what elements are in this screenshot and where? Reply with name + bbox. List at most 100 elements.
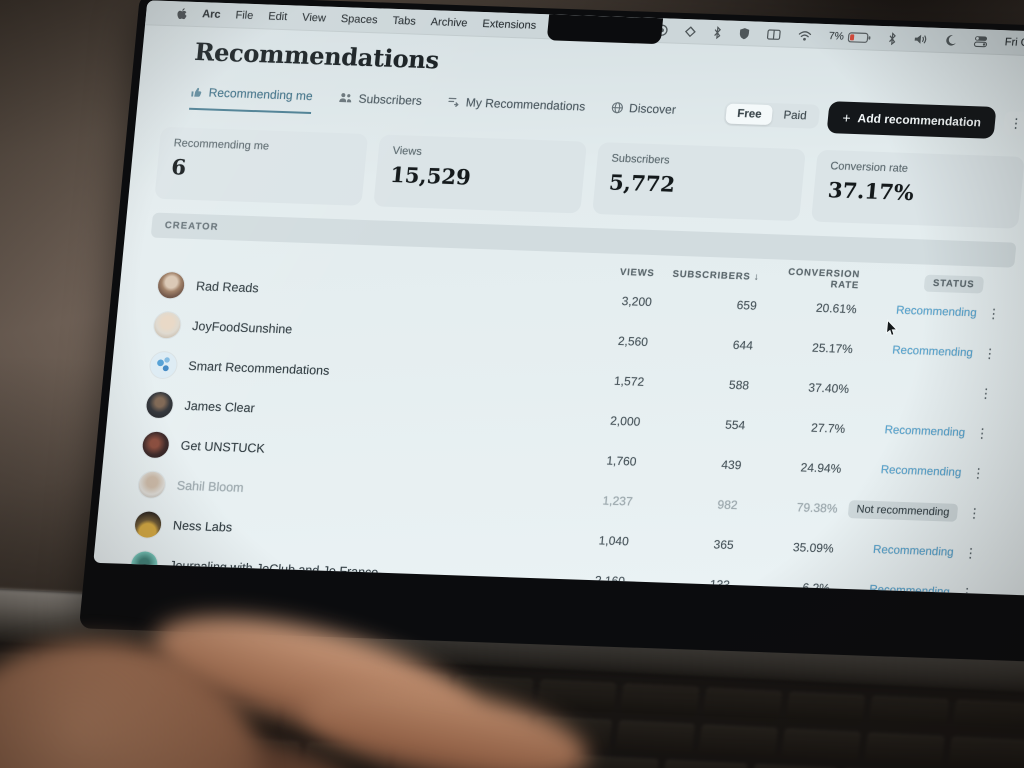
menubar-item-view[interactable]: View	[301, 11, 327, 25]
volume-icon[interactable]	[913, 33, 928, 45]
creator-name[interactable]: Ness Labs	[172, 518, 233, 535]
keyboard-key	[781, 728, 862, 763]
status-label: Recommending	[891, 344, 974, 360]
keyboard-key	[37, 655, 118, 689]
keyboard-key	[698, 724, 779, 758]
split-view-icon[interactable]	[766, 28, 781, 40]
menubar-item-file[interactable]: File	[234, 9, 254, 22]
keyboard-key	[615, 720, 696, 754]
thumbs-up-icon	[191, 87, 202, 97]
moon-icon[interactable]	[944, 34, 957, 46]
add-recommendation-button[interactable]: + Add recommendation	[826, 101, 997, 139]
avatar	[137, 471, 167, 499]
keyboard-key	[370, 671, 451, 705]
column-status[interactable]: STATUS	[923, 274, 985, 294]
battery-indicator[interactable]: 7%	[828, 30, 871, 43]
column-subscribers[interactable]: SUBSCRIBERS ↓	[672, 268, 761, 283]
creator-name[interactable]: JoyFoodSunshine	[191, 319, 293, 337]
keyboard-key	[864, 732, 945, 767]
stat-card-subscribers: Subscribers 5,772	[592, 142, 806, 222]
list-icon	[448, 97, 460, 107]
keyboard-key	[662, 759, 749, 768]
keyboard-key	[702, 687, 783, 722]
status-badge: Not recommending	[847, 500, 959, 522]
creator-name[interactable]: Rad Reads	[195, 279, 260, 296]
recommendations-app: Recommendations Recommending me Subscrib…	[93, 35, 1024, 597]
keyboard-key	[121, 659, 201, 693]
avatar	[141, 431, 170, 459]
status-label: Recommending	[884, 424, 966, 440]
menubar-item-edit[interactable]: Edit	[267, 10, 288, 24]
column-conversion-rate[interactable]: CONVERSION RATE	[787, 266, 861, 292]
creator-name[interactable]: Journaling with JoClub and Jo Franco	[168, 558, 379, 580]
status-label: Recommending	[868, 583, 951, 598]
keyboard-key	[572, 755, 659, 768]
row-kebab-button[interactable]: ⋮	[963, 545, 978, 561]
row-kebab-button[interactable]: ⋮	[982, 345, 998, 362]
row-kebab-button[interactable]: ⋮	[986, 305, 1001, 322]
menubar-item-archive[interactable]: Archive	[430, 16, 468, 30]
overflow-menu-button[interactable]: ⋮	[1002, 111, 1024, 137]
plus-icon: +	[841, 109, 852, 126]
wifi-icon[interactable]	[797, 29, 812, 41]
laptop-screen: Arc File Edit View Spaces Tabs Archive E…	[78, 0, 1024, 665]
keyboard-key	[619, 683, 700, 718]
keyboard-key	[952, 699, 1024, 734]
free-toggle[interactable]: Free	[725, 103, 774, 126]
keyboard-key	[453, 675, 534, 709]
column-views[interactable]: VIEWS	[619, 266, 656, 279]
creator-name[interactable]: Smart Recommendations	[187, 358, 331, 378]
avatar	[129, 551, 159, 578]
menubar-app-name[interactable]: Arc	[201, 8, 222, 21]
row-kebab-button[interactable]: ⋮	[967, 505, 982, 521]
creator-name[interactable]: James Clear	[183, 398, 256, 416]
tab-my-recommendations[interactable]: My Recommendations	[446, 94, 586, 122]
status-label: Recommending	[872, 543, 955, 559]
keyboard-key	[287, 667, 367, 701]
tab-recommending-me[interactable]: Recommending me	[189, 84, 314, 114]
row-kebab-button[interactable]: ⋮	[959, 585, 974, 598]
battery-percent: 7%	[828, 30, 845, 43]
stat-card-conversion-rate: Conversion rate 37.17%	[810, 149, 1024, 229]
mouse-cursor	[885, 319, 899, 337]
status-label: Recommending	[895, 304, 978, 320]
menubar-item-extensions[interactable]: Extensions	[481, 17, 537, 32]
shield-icon[interactable]	[738, 26, 750, 39]
menubar-item-tabs[interactable]: Tabs	[391, 14, 417, 28]
menubar-clock[interactable]: Fri Oct	[1004, 36, 1024, 50]
bluetooth-icon[interactable]	[887, 31, 897, 45]
diamond-icon[interactable]	[684, 25, 696, 37]
audience-toggle: Free Paid	[723, 101, 821, 129]
creator-name[interactable]: Get UNSTUCK	[180, 438, 266, 456]
paid-toggle[interactable]: Paid	[782, 109, 808, 123]
keyboard-key	[869, 695, 949, 730]
control-center-icon[interactable]	[973, 35, 988, 48]
camera-notch	[546, 14, 664, 45]
status-label	[849, 389, 973, 393]
row-kebab-button[interactable]: ⋮	[974, 425, 990, 441]
keyboard-key	[536, 679, 617, 713]
globe-icon	[611, 101, 623, 113]
avatar	[156, 271, 186, 299]
row-kebab-button[interactable]: ⋮	[971, 465, 986, 481]
keyboard-key	[751, 764, 838, 768]
avatar	[153, 311, 182, 339]
creator-name[interactable]: Sahil Bloom	[176, 478, 245, 495]
people-icon	[339, 93, 352, 103]
apple-menu-icon[interactable]	[176, 7, 188, 20]
keyboard-key	[947, 736, 1024, 768]
avatar	[145, 391, 174, 419]
keyboard-key	[483, 750, 570, 768]
keyboard-key	[785, 691, 866, 726]
tab-discover[interactable]: Discover	[610, 100, 677, 125]
avatar	[133, 511, 163, 539]
avatar	[149, 351, 178, 379]
tab-bar: Recommending me Subscribers My Recommend…	[189, 84, 677, 126]
stats-row: Recommending me 6 Views 15,529 Subscribe…	[154, 126, 1024, 229]
menubar-item-spaces[interactable]: Spaces	[340, 13, 379, 27]
stat-card-recommending-me: Recommending me 6	[154, 126, 369, 206]
bluetooth-icon[interactable]	[712, 25, 722, 39]
row-kebab-button[interactable]: ⋮	[978, 385, 994, 401]
tab-subscribers[interactable]: Subscribers	[337, 91, 423, 117]
stat-card-views: Views 15,529	[373, 134, 588, 214]
